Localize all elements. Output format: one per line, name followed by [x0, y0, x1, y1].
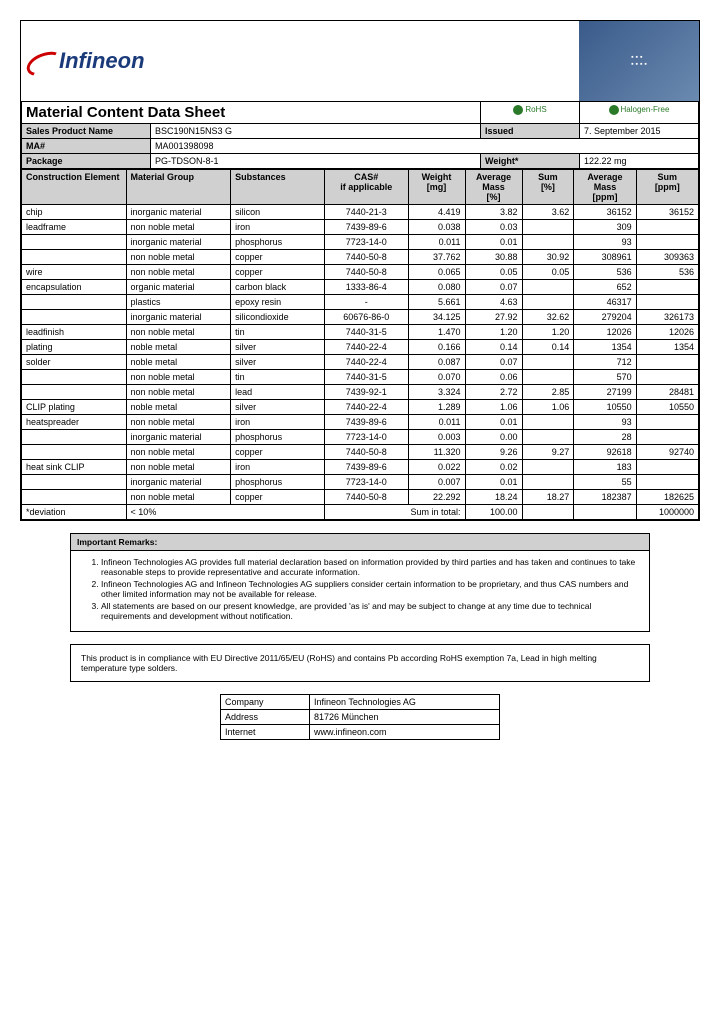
remark-3: All statements are based on our present …	[101, 601, 639, 621]
remark-1: Infineon Technologies AG provides full m…	[101, 557, 639, 577]
document-title: Material Content Data Sheet	[22, 102, 481, 124]
sales-value: BSC190N15NS3 G	[151, 124, 481, 139]
table-row: inorganic materialphosphorus7723-14-00.0…	[22, 430, 699, 445]
table-row: wirenon noble metalcopper7440-50-80.0650…	[22, 265, 699, 280]
infineon-logo: Infineon	[31, 48, 145, 74]
deviation-value: < 10%	[126, 505, 325, 520]
internet-label: Internet	[221, 725, 310, 740]
company-value: Infineon Technologies AG	[310, 695, 500, 710]
remark-2: Infineon Technologies AG and Infineon Te…	[101, 579, 639, 599]
product-image: ▪ ▪ ▪▪ ▪ ▪ ▪	[579, 21, 699, 101]
table-row: heatspreadernon noble metaliron7439-89-6…	[22, 415, 699, 430]
deviation-label: *deviation	[22, 505, 127, 520]
package-label: Package	[22, 154, 151, 169]
table-row: non noble metallead7439-92-13.3242.722.8…	[22, 385, 699, 400]
table-row: platingnoble metalsilver7440-22-40.1660.…	[22, 340, 699, 355]
ma-value: MA001398098	[151, 139, 699, 154]
remarks-box: Important Remarks: Infineon Technologies…	[70, 533, 650, 632]
issued-label: Issued	[481, 124, 580, 139]
ma-label: MA#	[22, 139, 151, 154]
col-sum-pct: Sum [%]	[522, 170, 574, 205]
table-row: inorganic materialphosphorus7723-14-00.0…	[22, 475, 699, 490]
col-sum-ppm: Sum [ppm]	[636, 170, 698, 205]
logo-cell: Infineon	[21, 21, 579, 101]
material-table: Construction Element Material Group Subs…	[21, 169, 699, 520]
col-weight: Weight [mg]	[408, 170, 465, 205]
col-avg-mass-ppm: Average Mass [ppm]	[574, 170, 636, 205]
table-row: leadfinishnon noble metaltin7440-31-51.4…	[22, 325, 699, 340]
table-row: heat sink CLIPnon noble metaliron7439-89…	[22, 460, 699, 475]
company-label: Company	[221, 695, 310, 710]
table-row: inorganic materialphosphorus7723-14-00.0…	[22, 235, 699, 250]
sales-label: Sales Product Name	[22, 124, 151, 139]
table-row: non noble metalcopper7440-50-822.29218.2…	[22, 490, 699, 505]
col-avg-mass-pct: Average Mass [%]	[465, 170, 522, 205]
company-table: Company Infineon Technologies AG Address…	[220, 694, 500, 740]
chip-icon: ▪ ▪ ▪▪ ▪ ▪ ▪	[631, 54, 647, 68]
table-row: chipinorganic materialsilicon7440-21-34.…	[22, 205, 699, 220]
col-material-group: Material Group	[126, 170, 231, 205]
weight-value: 122.22 mg	[580, 154, 699, 169]
meta-table: Material Content Data Sheet RoHS Halogen…	[21, 101, 699, 169]
table-row: CLIP platingnoble metalsilver7440-22-41.…	[22, 400, 699, 415]
address-value: 81726 München	[310, 710, 500, 725]
sum-total-ppm: 1000000	[636, 505, 698, 520]
table-row: leadframenon noble metaliron7439-89-60.0…	[22, 220, 699, 235]
weight-label: Weight*	[481, 154, 580, 169]
document-header: Infineon ▪ ▪ ▪▪ ▪ ▪ ▪	[21, 21, 699, 101]
col-substances: Substances	[231, 170, 325, 205]
sum-total-pct: 100.00	[465, 505, 522, 520]
table-row: encapsulationorganic materialcarbon blac…	[22, 280, 699, 295]
col-construction: Construction Element	[22, 170, 127, 205]
table-row: plasticsepoxy resin-5.6614.6346317	[22, 295, 699, 310]
internet-value: www.infineon.com	[310, 725, 500, 740]
table-row: non noble metaltin7440-31-50.0700.06570	[22, 370, 699, 385]
col-cas: CAS# if applicable	[325, 170, 408, 205]
table-row: inorganic materialsilicondioxide60676-86…	[22, 310, 699, 325]
address-label: Address	[221, 710, 310, 725]
rohs-badge: RoHS	[481, 102, 580, 124]
table-row: soldernoble metalsilver7440-22-40.0870.0…	[22, 355, 699, 370]
compliance-box: This product is in compliance with EU Di…	[70, 644, 650, 682]
table-row: non noble metalcopper7440-50-811.3209.26…	[22, 445, 699, 460]
issued-value: 7. September 2015	[580, 124, 699, 139]
remarks-title: Important Remarks:	[71, 534, 649, 551]
halogen-badge: Halogen-Free	[580, 102, 699, 124]
package-value: PG-TDSON-8-1	[151, 154, 481, 169]
table-row: non noble metalcopper7440-50-837.76230.8…	[22, 250, 699, 265]
sum-total-label: Sum in total:	[325, 505, 465, 520]
